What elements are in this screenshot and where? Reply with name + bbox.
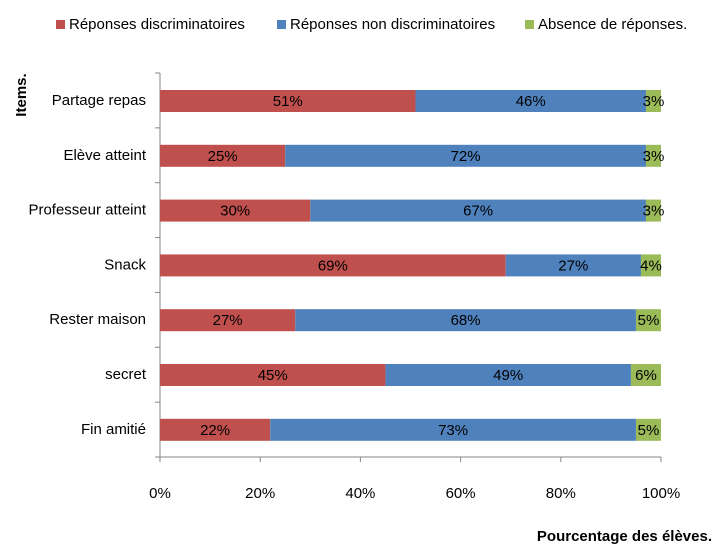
- bar-segment: [310, 199, 646, 222]
- data-label: 72%: [451, 148, 481, 165]
- y-tick-label: Elève atteint: [63, 147, 146, 164]
- x-axis-label: Pourcentage des élèves.: [537, 528, 712, 545]
- y-axis-label: Items.: [13, 73, 30, 116]
- bar-segment: [635, 309, 661, 332]
- bar-segment: [160, 364, 386, 386]
- bar-segment: [630, 364, 661, 386]
- x-tick-label: 0%: [149, 485, 171, 502]
- data-label: 3%: [643, 203, 665, 220]
- data-label: 25%: [208, 148, 238, 165]
- bar-segment: [285, 144, 646, 167]
- y-tick-label: secret: [105, 366, 147, 383]
- data-label: 46%: [516, 93, 546, 110]
- bar-segment: [160, 254, 506, 277]
- bar-segment: [640, 254, 661, 277]
- data-label: 45%: [258, 367, 288, 384]
- data-label: 22%: [200, 422, 230, 439]
- x-tick-label: 60%: [446, 485, 476, 502]
- data-label: 73%: [438, 422, 468, 439]
- data-label: 49%: [493, 367, 523, 384]
- y-tick-label: Rester maison: [49, 311, 146, 328]
- data-label: 30%: [220, 203, 250, 220]
- y-tick-label: Snack: [104, 256, 146, 273]
- bar-segment: [160, 144, 286, 167]
- legend-label: Absence de réponses.: [538, 16, 687, 33]
- y-tick-label: Fin amitié: [81, 421, 146, 438]
- x-tick-label: 40%: [345, 485, 375, 502]
- legend-swatch: [277, 20, 286, 29]
- bar-segment: [160, 199, 311, 222]
- bar-segment: [415, 90, 646, 112]
- data-label: 67%: [463, 203, 493, 220]
- x-tick-label: 100%: [642, 485, 680, 502]
- data-label: 3%: [643, 93, 665, 110]
- bar-segment: [385, 364, 631, 386]
- data-label: 5%: [638, 312, 660, 329]
- bar-segment: [270, 418, 636, 441]
- bar-segment: [635, 418, 661, 441]
- bar-segment: [505, 254, 641, 277]
- x-tick-label: 80%: [546, 485, 576, 502]
- bar-segment: [645, 199, 661, 222]
- data-label: 51%: [273, 93, 303, 110]
- data-label: 69%: [318, 257, 348, 274]
- bar-segment: [645, 144, 661, 167]
- data-label: 5%: [638, 422, 660, 439]
- bar-segment: [645, 90, 661, 112]
- y-tick-label: Professeur atteint: [28, 202, 146, 219]
- legend-swatch: [56, 20, 65, 29]
- bar-segment: [295, 309, 636, 332]
- data-label: 6%: [635, 367, 657, 384]
- data-label: 4%: [640, 257, 662, 274]
- legend-label: Réponses discriminatoires: [69, 16, 245, 33]
- bar-segment: [160, 309, 296, 332]
- bar-segment: [160, 418, 271, 441]
- data-label: 27%: [558, 257, 588, 274]
- data-label: 68%: [451, 312, 481, 329]
- data-label: 27%: [213, 312, 243, 329]
- legend-label: Réponses non discriminatoires: [290, 16, 495, 33]
- bar-segment: [160, 90, 416, 112]
- legend-swatch: [525, 20, 534, 29]
- y-tick-label: Partage repas: [52, 92, 146, 109]
- data-label: 3%: [643, 148, 665, 165]
- x-tick-label: 20%: [245, 485, 275, 502]
